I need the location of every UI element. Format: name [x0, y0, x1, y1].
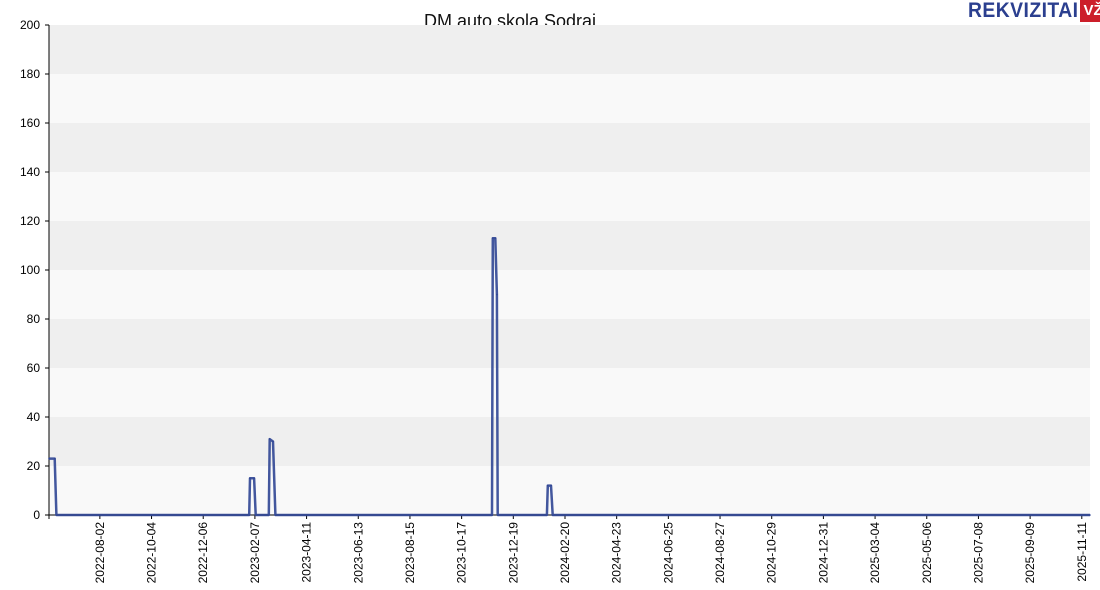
- y-tick-label: 200: [20, 18, 40, 32]
- x-tick-label: 2025-05-06: [920, 522, 934, 584]
- x-tick-label: 2022-12-06: [196, 522, 210, 584]
- data-point: [550, 484, 552, 487]
- series-group: [48, 236, 1091, 517]
- grid-band: [49, 74, 1090, 123]
- data-point: [249, 477, 251, 480]
- x-tick-label: 2023-06-13: [351, 522, 365, 584]
- grid-band: [49, 417, 1090, 466]
- data-point: [274, 514, 277, 516]
- data-point: [55, 514, 58, 516]
- data-point: [546, 514, 548, 516]
- x-axis-ticks: 2022-08-02 2022-10-04 2022-12-06 2023-02-07…: [93, 515, 1089, 583]
- y-tick-label: 140: [20, 165, 40, 179]
- x-tick-label: 2025-09-09: [1023, 522, 1037, 584]
- x-tick-label: 2022-08-02: [93, 522, 107, 584]
- x-tick-label: 2023-12-19: [506, 522, 520, 584]
- grid-band: [49, 368, 1090, 417]
- grid-band: [49, 270, 1090, 319]
- y-tick-label: 80: [27, 312, 41, 326]
- data-point: [491, 237, 494, 239]
- logo-badge: VŽ: [1080, 0, 1100, 22]
- data-point: [53, 457, 56, 460]
- grid-band: [49, 319, 1090, 368]
- x-tick-label: 2023-08-15: [403, 522, 417, 584]
- y-tick-label: 0: [33, 508, 40, 522]
- data-point: [268, 438, 271, 440]
- y-tick-label: 20: [27, 459, 41, 473]
- x-tick-label: 2023-10-17: [455, 522, 469, 584]
- data-point: [48, 457, 50, 460]
- data-point: [551, 514, 554, 516]
- x-tick-label: 2024-06-25: [661, 522, 675, 584]
- x-tick-label: 2025-11-11: [1075, 522, 1089, 582]
- data-point: [254, 514, 257, 516]
- y-tick-label: 180: [20, 67, 40, 81]
- logo-text: REKVIZITAI: [968, 0, 1079, 22]
- x-tick-label: 2024-10-29: [765, 522, 779, 584]
- data-point: [253, 477, 255, 480]
- data-point: [1089, 514, 1091, 516]
- grid-bands: [49, 25, 1090, 515]
- x-tick-label: 2024-04-23: [610, 522, 624, 584]
- grid-band: [49, 25, 1090, 74]
- y-tick-label: 60: [27, 361, 41, 375]
- data-point: [248, 514, 250, 516]
- y-tick-label: 100: [20, 263, 40, 277]
- data-point: [546, 484, 549, 487]
- y-axis-ticks: 0 20 40 60 80 100 120 140 160 180 200: [20, 18, 49, 522]
- grid-band: [49, 172, 1090, 221]
- x-tick-label: 2023-04-11: [300, 522, 314, 583]
- data-point: [272, 440, 274, 443]
- grid-band: [49, 123, 1090, 172]
- data-point: [491, 514, 493, 516]
- x-tick-label: 2024-12-31: [816, 522, 830, 584]
- data-point: [494, 237, 497, 239]
- data-point: [268, 514, 270, 516]
- x-tick-label: 2023-02-07: [248, 522, 262, 584]
- data-point: [496, 514, 499, 516]
- x-tick-label: 2025-07-08: [971, 522, 985, 584]
- y-tick-label: 40: [27, 410, 41, 424]
- x-tick-label: 2024-02-20: [558, 522, 572, 584]
- x-tick-label: 2024-08-27: [713, 522, 727, 584]
- grid-band: [49, 466, 1090, 515]
- y-tick-label: 120: [20, 214, 40, 228]
- data-point: [496, 293, 498, 296]
- x-tick-label: 2022-10-04: [145, 522, 159, 584]
- x-tick-label: 2025-03-04: [868, 522, 882, 584]
- y-tick-label: 160: [20, 116, 40, 130]
- rekvizitai-logo[interactable]: REKVIZITAI VŽ: [968, 0, 1100, 22]
- grid-band: [49, 221, 1090, 270]
